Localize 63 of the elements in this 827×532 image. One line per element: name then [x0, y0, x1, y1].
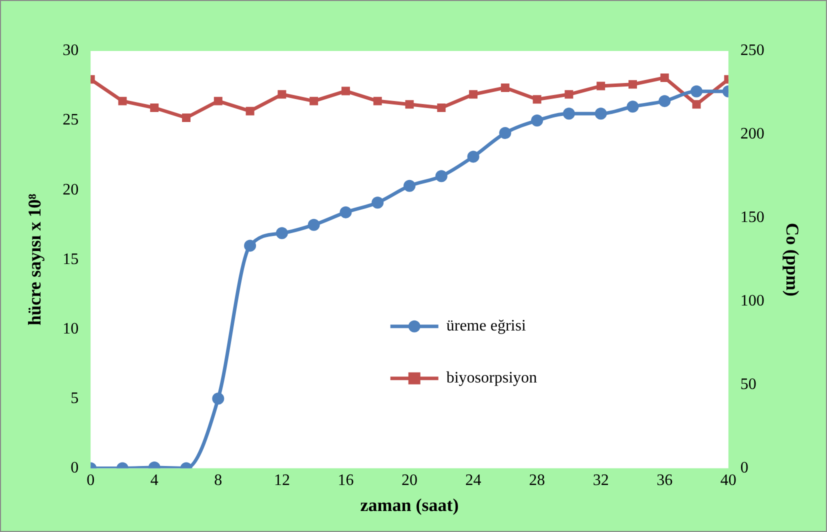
y2-axis-title: Co (ppm): [782, 222, 803, 296]
legend-label: biyosorpsiyon: [446, 370, 538, 387]
y-tick-label: 25: [62, 112, 79, 129]
point: [660, 73, 669, 82]
y2-tick-label: 100: [740, 292, 764, 310]
point: [405, 100, 414, 109]
y-tick-label: 20: [62, 181, 79, 198]
y2-tick-label: 150: [740, 209, 764, 226]
x-tick-label: 12: [274, 472, 290, 490]
point: [437, 103, 446, 112]
x-axis-title: zaman (saat): [360, 494, 459, 515]
x-tick-label: 28: [529, 472, 546, 490]
x-tick-label: 4: [150, 472, 158, 490]
point: [276, 227, 288, 240]
point: [626, 100, 639, 113]
point: [214, 96, 222, 106]
point: [692, 100, 701, 109]
y-tick-label: 15: [62, 250, 79, 268]
y2-tick-label: 0: [740, 459, 748, 476]
point: [690, 85, 703, 98]
y-tick-label: 10: [62, 320, 79, 338]
point: [308, 218, 320, 231]
point: [278, 90, 286, 99]
point: [182, 114, 191, 122]
point: [244, 240, 256, 252]
y2-tick-label: 50: [740, 376, 756, 393]
y-axis-title: hücre sayısı x 10⁸: [24, 193, 44, 326]
point: [373, 96, 382, 106]
point: [531, 114, 544, 127]
point: [469, 90, 478, 99]
x-tick-label: 24: [465, 472, 482, 490]
y-tick-label: 0: [70, 459, 79, 476]
x-tick-label: 36: [656, 472, 673, 490]
legend-label: üreme eğrisi: [446, 318, 526, 335]
x-tick-label: 8: [214, 472, 222, 490]
x-tick-label: 40: [720, 472, 736, 490]
y-tick-label: 5: [70, 390, 79, 407]
point: [499, 127, 512, 140]
point: [594, 108, 607, 120]
point: [467, 150, 480, 163]
point: [150, 103, 159, 112]
point: [404, 180, 416, 192]
x-tick-label: 32: [592, 472, 609, 490]
point: [532, 95, 542, 104]
point: [562, 108, 575, 120]
point: [246, 106, 254, 116]
point: [372, 196, 384, 209]
x-tick-label: 0: [86, 472, 95, 490]
point: [564, 90, 574, 99]
point: [435, 170, 448, 182]
x-tick-label: 20: [402, 472, 418, 490]
point: [628, 80, 637, 89]
point: [658, 95, 671, 108]
point: [596, 82, 606, 90]
point: [341, 86, 350, 96]
y-tick-label: 30: [62, 42, 79, 60]
x-tick-label: 16: [338, 472, 354, 490]
point: [340, 206, 352, 218]
point: [310, 96, 318, 106]
y2-tick-label: 200: [740, 126, 764, 143]
point: [118, 96, 127, 106]
point: [500, 83, 510, 92]
y2-tick-label: 250: [740, 42, 764, 60]
